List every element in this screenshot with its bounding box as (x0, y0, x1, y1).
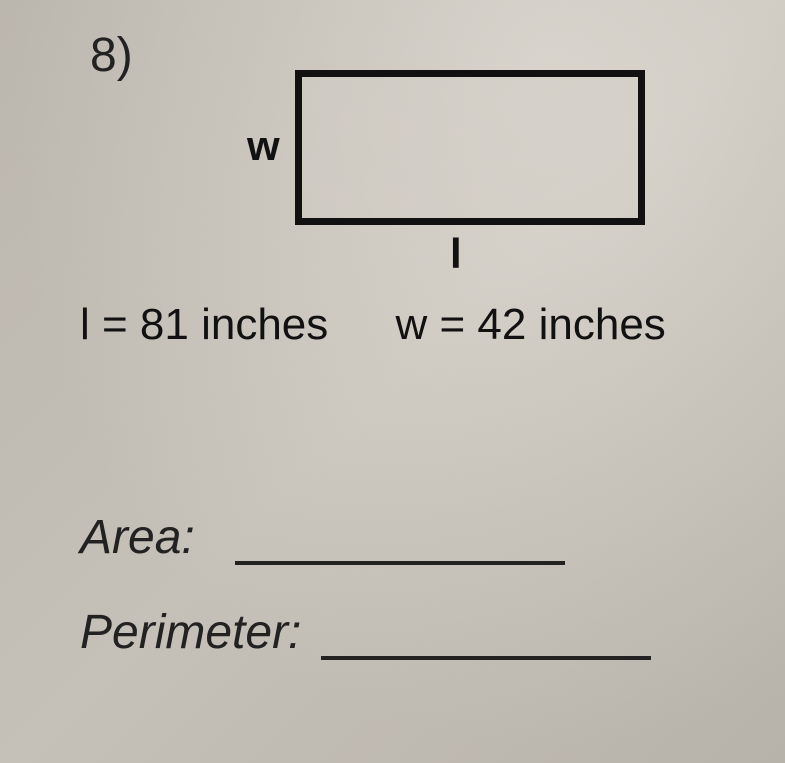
area-row: Area: (80, 510, 720, 565)
area-answer-line[interactable] (235, 517, 565, 565)
perimeter-row: Perimeter: (80, 605, 720, 660)
given-values-line: l = 81 inches w = 42 inches (80, 300, 720, 350)
area-label: Area: (80, 510, 195, 565)
perimeter-answer-line[interactable] (321, 612, 651, 660)
problem-number: 8) (90, 28, 133, 83)
length-label: l (450, 230, 462, 278)
width-label: w (247, 122, 280, 170)
worksheet-page: 8) w l l = 81 inches w = 42 inches Area:… (0, 0, 785, 763)
rectangle-diagram: w l (245, 62, 665, 272)
given-length: l = 81 inches (80, 300, 328, 350)
given-width: w = 42 inches (396, 300, 666, 350)
perimeter-label: Perimeter: (80, 605, 301, 660)
rectangle-shape (295, 70, 645, 225)
